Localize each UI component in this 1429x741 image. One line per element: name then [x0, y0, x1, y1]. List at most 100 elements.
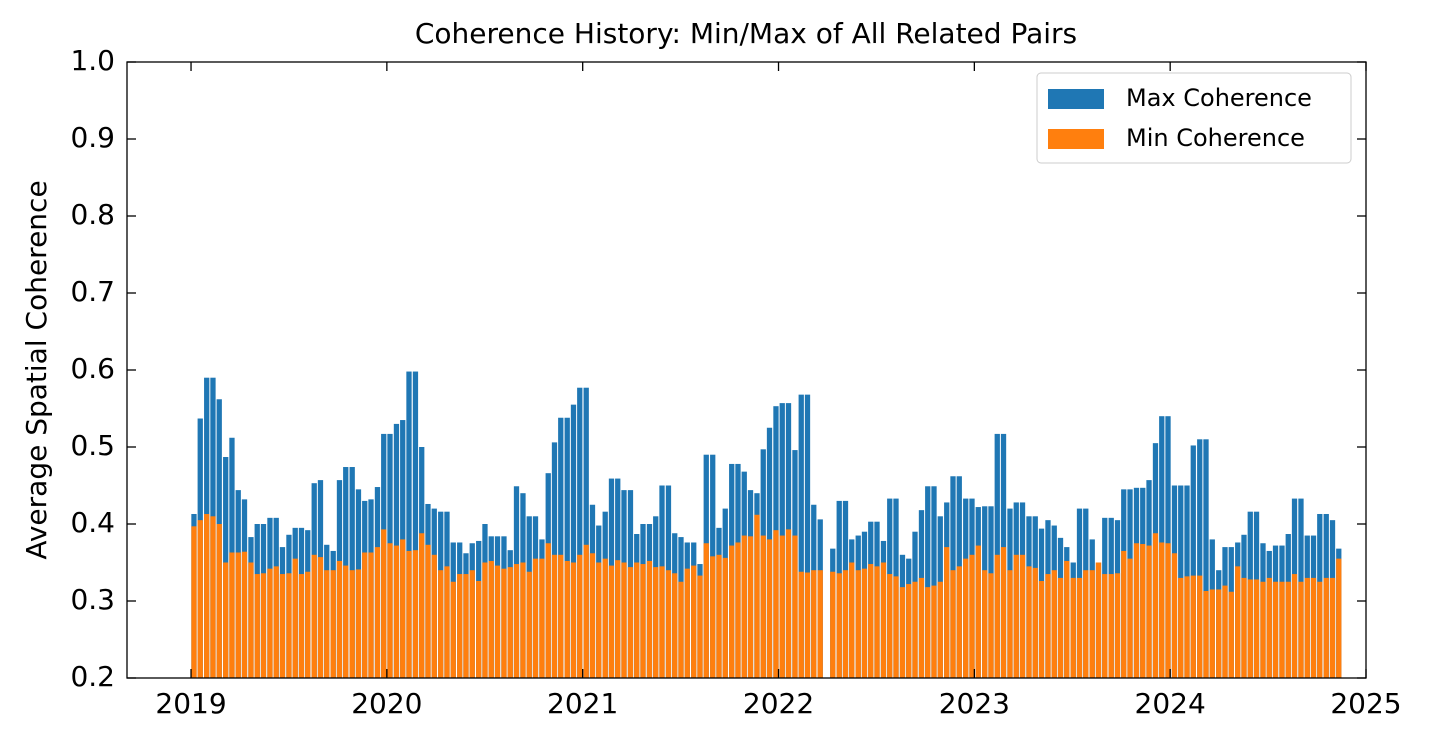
bar [564, 560, 570, 678]
bar [229, 552, 235, 678]
bar [792, 535, 798, 678]
bar [1298, 581, 1304, 678]
bar [754, 514, 760, 678]
bar [482, 562, 488, 678]
bar [349, 570, 355, 678]
bar [577, 387, 583, 678]
bar [836, 573, 842, 678]
bar [912, 581, 918, 678]
bar [1190, 575, 1196, 678]
bar [969, 554, 975, 678]
bar [254, 574, 260, 678]
bar [1323, 577, 1329, 678]
bar [918, 577, 925, 678]
x-tick-label: 2024 [1135, 687, 1206, 720]
bar [1260, 581, 1266, 678]
bar [330, 570, 336, 678]
y-tick-label: 0.4 [70, 506, 115, 539]
bar [343, 565, 349, 678]
bar [311, 554, 317, 678]
bar [925, 486, 931, 678]
bar [450, 581, 456, 678]
bar [431, 554, 437, 678]
bar [665, 570, 672, 678]
bar [419, 533, 425, 678]
bar [760, 535, 766, 678]
bar [286, 573, 292, 678]
bar [292, 558, 298, 678]
bar [260, 573, 267, 678]
y-tick-label: 0.6 [70, 352, 115, 385]
bar [1165, 543, 1171, 678]
y-tick-label: 0.2 [70, 660, 115, 693]
bar [1038, 580, 1045, 678]
bar [899, 587, 906, 678]
bar [488, 560, 494, 678]
bar [1329, 577, 1336, 678]
bar [406, 371, 412, 678]
bar [893, 576, 899, 678]
x-tick-label: 2019 [155, 687, 226, 720]
bar [551, 554, 558, 678]
bar [476, 580, 482, 678]
y-tick-label: 0.8 [70, 198, 115, 231]
bar [532, 558, 539, 678]
bar [1051, 570, 1057, 678]
y-tick-label: 0.3 [70, 583, 115, 616]
x-tick-label: 2023 [939, 687, 1010, 720]
bar [545, 543, 551, 678]
bar [412, 550, 419, 678]
bar [1019, 554, 1026, 678]
bar [1197, 575, 1203, 678]
bar [501, 568, 507, 678]
bar [627, 567, 634, 678]
bar [336, 560, 343, 678]
bar [298, 574, 305, 678]
bar [355, 569, 362, 678]
x-tick-label: 2020 [351, 687, 422, 720]
bar [830, 571, 836, 678]
bar [539, 558, 545, 678]
bar [741, 535, 747, 678]
bar [747, 536, 754, 678]
legend-label: Min Coherence [1126, 124, 1305, 152]
bar [197, 520, 203, 678]
bar [963, 558, 969, 678]
bar [1285, 581, 1291, 678]
bar [950, 570, 956, 678]
bar [1222, 585, 1228, 678]
bar [1057, 577, 1064, 678]
bar [558, 417, 564, 678]
bar [773, 530, 779, 678]
bar [204, 513, 210, 678]
bar [210, 516, 216, 678]
bar [1000, 547, 1007, 678]
bar [1089, 570, 1095, 678]
bar [374, 547, 381, 678]
bar [400, 539, 406, 678]
y-tick-label: 0.9 [70, 121, 115, 154]
bar [602, 558, 608, 678]
bar [646, 560, 653, 678]
bar [1013, 554, 1019, 678]
bar [634, 562, 640, 678]
bar [988, 573, 994, 678]
bar [672, 573, 678, 678]
bar [691, 565, 697, 678]
bar [1032, 567, 1038, 678]
bar [855, 570, 861, 678]
bar [570, 404, 577, 678]
bar [1108, 574, 1114, 678]
bar [273, 566, 279, 678]
bar [861, 568, 868, 678]
bar [564, 417, 570, 678]
bar [241, 551, 248, 678]
legend-swatch [1048, 89, 1104, 109]
legend-swatch [1048, 129, 1104, 149]
bar [1127, 558, 1133, 678]
bar [653, 567, 659, 678]
bar [975, 545, 981, 678]
bar [615, 560, 621, 678]
bar [697, 575, 703, 678]
